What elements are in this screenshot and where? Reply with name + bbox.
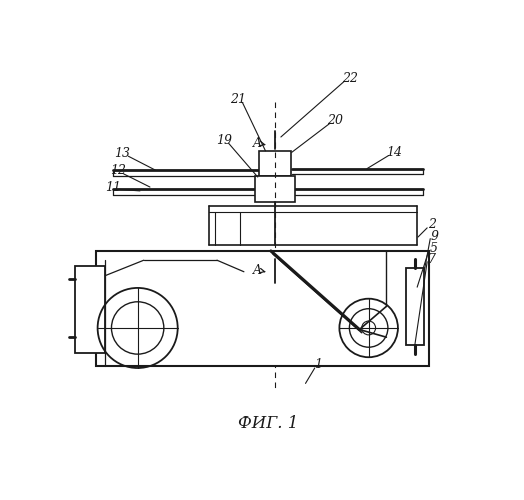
Text: 19: 19 [216, 134, 232, 146]
Text: A: A [253, 136, 263, 149]
Text: 14: 14 [386, 146, 402, 159]
Text: 2: 2 [428, 218, 436, 232]
Bar [255, 176, 294, 202]
Bar [96, 251, 429, 366]
Text: 21: 21 [230, 93, 246, 106]
Text: 12: 12 [110, 164, 126, 177]
Text: 1: 1 [314, 358, 322, 372]
Text: 11: 11 [105, 180, 121, 194]
Text: 5: 5 [429, 242, 438, 255]
Bar [74, 266, 105, 352]
Bar [258, 151, 291, 176]
Text: 13: 13 [114, 146, 130, 160]
Text: 9: 9 [431, 230, 439, 243]
Text: ФИГ. 1: ФИГ. 1 [238, 415, 299, 432]
Text: 20: 20 [327, 114, 343, 126]
Text: 7: 7 [428, 253, 436, 266]
Text: A: A [253, 264, 263, 276]
Bar [406, 268, 424, 345]
Text: 22: 22 [342, 72, 358, 85]
